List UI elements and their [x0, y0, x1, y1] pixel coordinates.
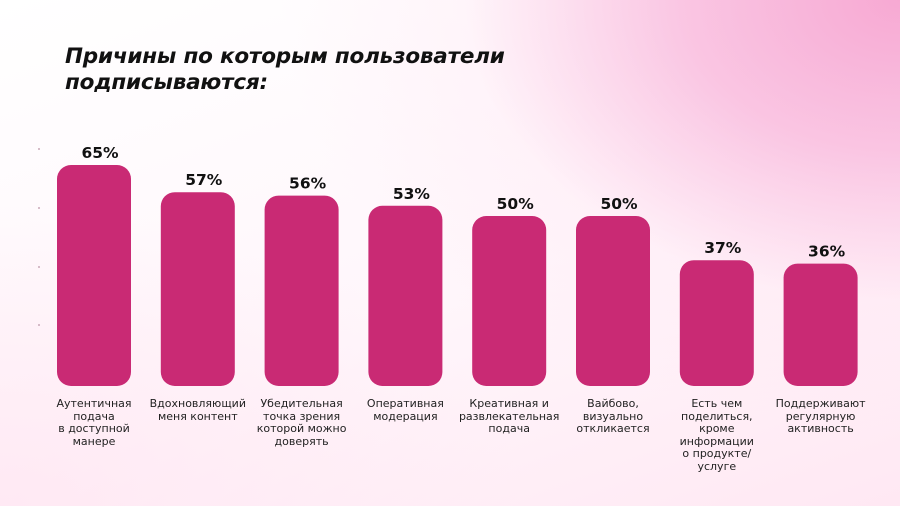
page-title: Причины по которым пользователи подписыв…	[65, 44, 505, 95]
axis-tick-dot	[38, 266, 40, 268]
bar-6	[576, 216, 650, 386]
axis-tick-dot	[38, 148, 40, 150]
category-label-7: Есть чем поделиться, кроме информации о …	[679, 397, 754, 473]
axis-tick-dot	[38, 324, 40, 326]
category-label-2: Вдохновляющий меня контент	[149, 397, 246, 423]
bar-2	[160, 192, 235, 386]
bar-7	[679, 260, 754, 386]
value-label-3: 56%	[289, 175, 327, 193]
category-label-5: Креативная и развлекательная подача	[458, 397, 560, 435]
value-label-2: 57%	[185, 171, 223, 189]
value-label-8: 36%	[808, 243, 846, 261]
value-label-5: 50%	[497, 195, 535, 213]
value-label-4: 53%	[393, 185, 431, 203]
value-label-7: 37%	[704, 239, 742, 257]
axis-tick-dot	[38, 207, 40, 209]
category-label-6: Вайбово, визуально откликается	[576, 397, 650, 435]
value-label-6: 50%	[600, 195, 638, 213]
bar-5	[472, 216, 547, 386]
category-label-4: Оперативная модерация	[366, 397, 444, 423]
bar-3	[264, 195, 339, 386]
bar-8	[783, 263, 858, 386]
bar-4	[368, 205, 443, 386]
category-label-1: Аутентичная подача в доступной манере	[56, 397, 132, 448]
value-label-1: 65%	[81, 144, 119, 162]
category-label-8: Поддерживают регулярную активность	[775, 397, 866, 435]
category-label-3: Убедительная точка зрения которой можно …	[256, 397, 347, 448]
bar-1	[57, 165, 131, 386]
